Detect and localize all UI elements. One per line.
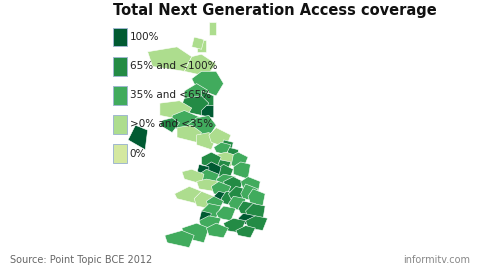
Polygon shape bbox=[192, 71, 224, 96]
Text: 0%: 0% bbox=[130, 148, 146, 158]
Polygon shape bbox=[182, 169, 204, 184]
Text: Source: Point Topic BCE 2012: Source: Point Topic BCE 2012 bbox=[10, 255, 152, 265]
Polygon shape bbox=[214, 142, 231, 155]
Polygon shape bbox=[226, 147, 238, 160]
Polygon shape bbox=[172, 110, 202, 133]
FancyBboxPatch shape bbox=[113, 28, 127, 46]
Polygon shape bbox=[214, 191, 228, 204]
Polygon shape bbox=[160, 101, 192, 120]
Polygon shape bbox=[194, 191, 214, 208]
Polygon shape bbox=[199, 216, 221, 231]
Polygon shape bbox=[224, 218, 246, 233]
FancyBboxPatch shape bbox=[113, 86, 127, 104]
Polygon shape bbox=[199, 211, 211, 223]
Polygon shape bbox=[240, 184, 258, 201]
Polygon shape bbox=[187, 115, 216, 137]
Text: Total Next Generation Access coverage: Total Next Generation Access coverage bbox=[113, 3, 437, 18]
Polygon shape bbox=[221, 191, 238, 206]
Polygon shape bbox=[211, 181, 231, 196]
Text: 35% and <65%: 35% and <65% bbox=[130, 90, 211, 100]
Polygon shape bbox=[228, 152, 248, 169]
Polygon shape bbox=[148, 47, 192, 71]
Polygon shape bbox=[209, 22, 216, 35]
Polygon shape bbox=[246, 216, 268, 231]
Polygon shape bbox=[236, 226, 255, 238]
Polygon shape bbox=[197, 179, 219, 191]
Polygon shape bbox=[202, 204, 221, 218]
FancyBboxPatch shape bbox=[113, 144, 127, 163]
Polygon shape bbox=[202, 91, 214, 108]
Polygon shape bbox=[228, 196, 246, 211]
Polygon shape bbox=[204, 162, 221, 177]
FancyBboxPatch shape bbox=[113, 115, 127, 134]
Polygon shape bbox=[214, 160, 231, 174]
Polygon shape bbox=[206, 196, 224, 211]
Text: informitv.com: informitv.com bbox=[403, 255, 470, 265]
Polygon shape bbox=[246, 204, 265, 221]
Polygon shape bbox=[238, 213, 255, 226]
Polygon shape bbox=[199, 169, 219, 184]
FancyBboxPatch shape bbox=[113, 57, 127, 76]
Polygon shape bbox=[214, 152, 233, 167]
Polygon shape bbox=[209, 128, 231, 147]
Polygon shape bbox=[197, 133, 216, 150]
Text: 100%: 100% bbox=[130, 32, 159, 42]
Polygon shape bbox=[240, 177, 260, 194]
Polygon shape bbox=[128, 125, 148, 150]
Polygon shape bbox=[238, 201, 255, 216]
Polygon shape bbox=[180, 96, 209, 115]
Polygon shape bbox=[202, 152, 221, 169]
Polygon shape bbox=[160, 118, 180, 133]
Polygon shape bbox=[224, 177, 243, 194]
Polygon shape bbox=[202, 106, 214, 118]
Polygon shape bbox=[197, 39, 206, 52]
Polygon shape bbox=[182, 223, 209, 243]
Polygon shape bbox=[216, 164, 233, 181]
Polygon shape bbox=[216, 174, 236, 189]
Polygon shape bbox=[197, 164, 209, 177]
Polygon shape bbox=[175, 186, 202, 204]
Polygon shape bbox=[206, 223, 228, 238]
Polygon shape bbox=[192, 37, 204, 49]
Polygon shape bbox=[233, 162, 251, 179]
Polygon shape bbox=[177, 125, 202, 142]
Polygon shape bbox=[248, 189, 265, 206]
Polygon shape bbox=[228, 186, 246, 201]
Text: 65% and <100%: 65% and <100% bbox=[130, 61, 217, 71]
Polygon shape bbox=[165, 231, 194, 248]
Polygon shape bbox=[216, 206, 236, 221]
Polygon shape bbox=[221, 140, 233, 152]
Polygon shape bbox=[184, 54, 216, 76]
Text: >0% and <35%: >0% and <35% bbox=[130, 119, 213, 129]
Polygon shape bbox=[184, 84, 209, 106]
